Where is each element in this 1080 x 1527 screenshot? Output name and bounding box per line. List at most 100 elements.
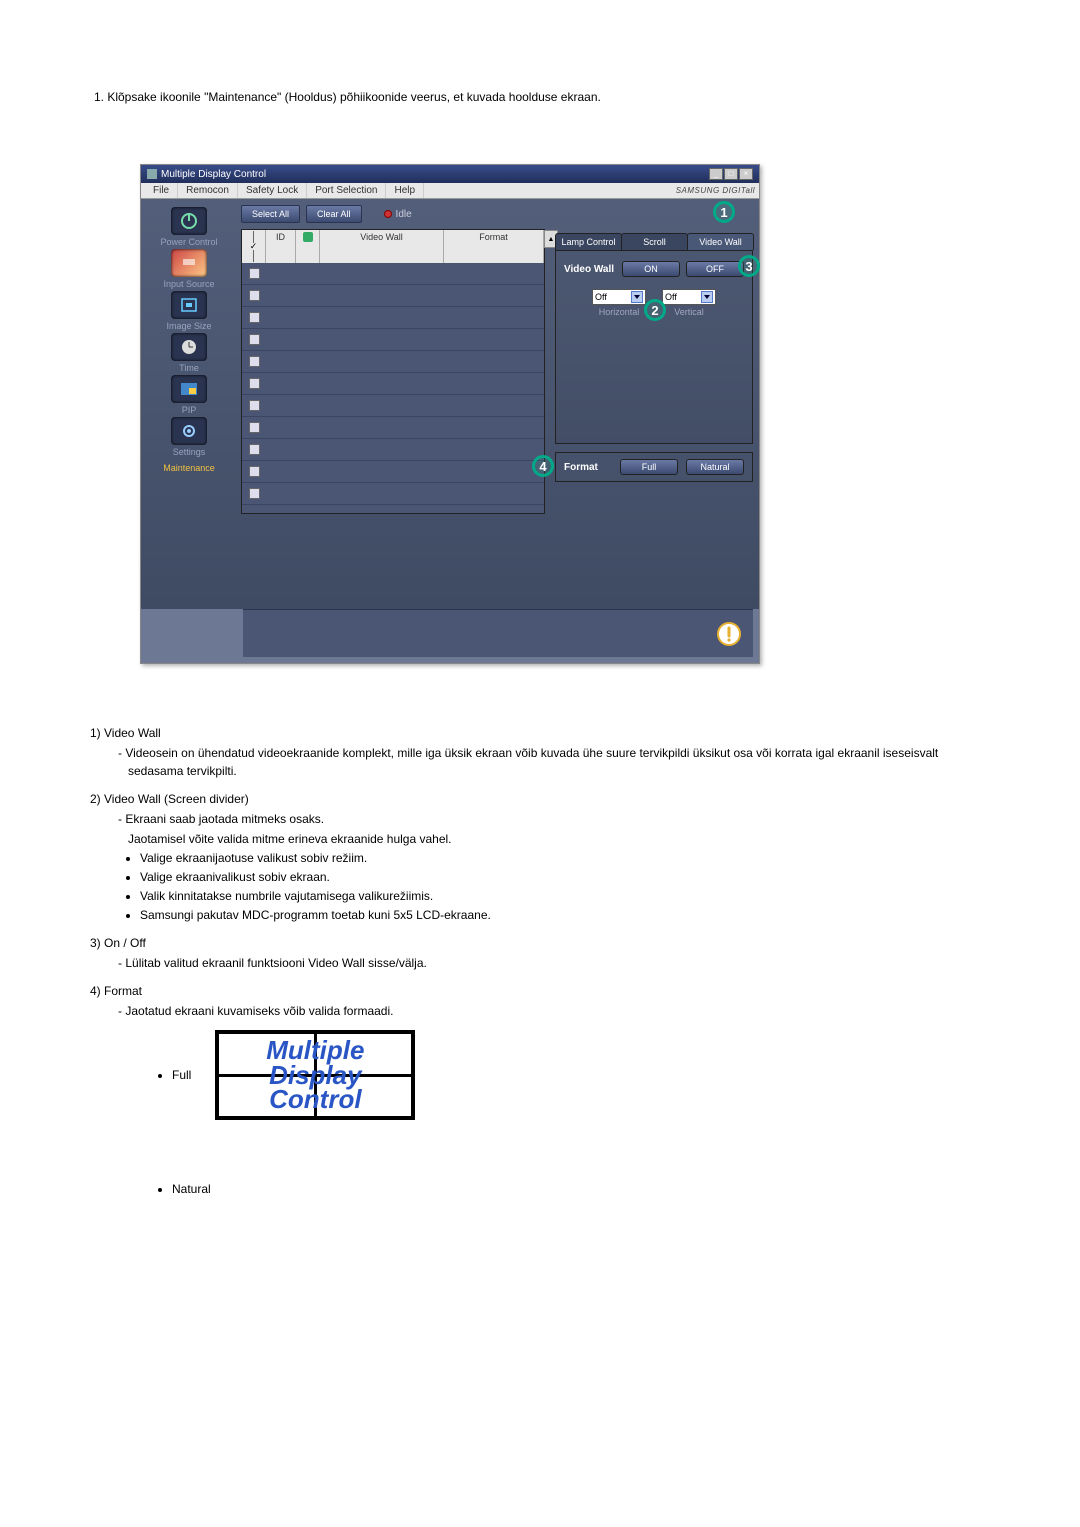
table-row[interactable] [242, 395, 544, 417]
row-checkbox[interactable] [249, 422, 260, 433]
row-checkbox[interactable] [249, 334, 260, 345]
menu-file[interactable]: File [145, 183, 178, 198]
tab-scroll[interactable]: Scroll [621, 233, 688, 250]
item-1-head: 1) Video Wall [90, 724, 990, 742]
item-2-dashb: Jaotamisel võite valida mitme erineva ek… [118, 830, 990, 848]
table-row[interactable] [242, 351, 544, 373]
format-full-label: Full [172, 1066, 191, 1084]
right-panel: 1 Lamp Control Scroll Video Wall Video W… [549, 199, 759, 609]
item-3-dash: Lülitab valitud ekraanil funktsiooni Vid… [118, 954, 990, 972]
window-titlebar: Multiple Display Control _□× [141, 165, 759, 183]
window-title: Multiple Display Control [161, 169, 266, 180]
format-full-button[interactable]: Full [620, 459, 678, 475]
format-label: Format [564, 462, 612, 473]
table-row[interactable] [242, 417, 544, 439]
sidebar-item-label: Maintenance [163, 463, 215, 473]
vertical-dropdown[interactable]: Off [662, 289, 716, 305]
row-checkbox[interactable] [249, 400, 260, 411]
callout-1: 1 [713, 201, 735, 223]
video-wall-on-button[interactable]: ON [622, 261, 680, 277]
item-2-dash: Ekraani saab jaotada mitmeks osaks. [118, 810, 990, 828]
sidebar-item-maintenance[interactable]: Maintenance [145, 459, 233, 473]
window-controls[interactable]: _□× [708, 168, 753, 180]
tabs: Lamp Control Scroll Video Wall [555, 233, 753, 250]
dd-value: Off [665, 292, 677, 302]
input-source-icon [171, 249, 207, 277]
power-icon [171, 207, 207, 235]
chevron-down-icon [701, 291, 713, 303]
sidebar-item-pip[interactable]: PIP [145, 375, 233, 415]
idle-dot-icon [384, 210, 392, 218]
table-row[interactable] [242, 439, 544, 461]
mdc-overlay-text: MultipleDisplayControl [266, 1038, 364, 1112]
statusbar [243, 609, 753, 657]
table-row[interactable] [242, 373, 544, 395]
sidebar: Power Control Input Source Image Size Ti… [141, 199, 237, 609]
item-2-bullet: Valik kinnitatakse numbrile vajutamisega… [140, 887, 990, 905]
callout-2: 2 [644, 299, 666, 321]
table-header: ID Video Wall Format [242, 230, 544, 263]
sidebar-item-image-size[interactable]: Image Size [145, 291, 233, 331]
item-2-bullet: Valige ekraanijaotuse valikust sobiv rež… [140, 849, 990, 867]
sidebar-item-input-source[interactable]: Input Source [145, 249, 233, 289]
row-checkbox[interactable] [249, 268, 260, 279]
pip-icon [171, 375, 207, 403]
sidebar-item-settings[interactable]: Settings [145, 417, 233, 457]
warning-icon [717, 622, 741, 646]
table-row[interactable] [242, 263, 544, 285]
format-natural-button[interactable]: Natural [686, 459, 744, 475]
horizontal-dropdown[interactable]: Off [592, 289, 646, 305]
app-window: Multiple Display Control _□× FileRemocon… [140, 164, 760, 664]
table-row[interactable] [242, 483, 544, 505]
row-checkbox[interactable] [249, 290, 260, 301]
sidebar-item-time[interactable]: Time [145, 333, 233, 373]
tab-video-wall[interactable]: Video Wall [687, 233, 754, 250]
row-checkbox[interactable] [249, 488, 260, 499]
video-wall-panel: Video Wall ON OFF 3 Off Horizontal [555, 250, 753, 444]
image-size-icon [171, 291, 207, 319]
format-full-diagram: MultipleDisplayControl [215, 1030, 415, 1120]
sidebar-item-label: Settings [173, 447, 206, 457]
format-natural-label: Natural [172, 1180, 990, 1198]
table-row[interactable] [242, 307, 544, 329]
menu-port-selection[interactable]: Port Selection [307, 183, 386, 198]
display-table: ID Video Wall Format [241, 229, 545, 514]
app-icon [147, 169, 157, 179]
table-row[interactable] [242, 461, 544, 483]
dd-caption: Horizontal [592, 307, 646, 317]
sidebar-item-label: Time [179, 363, 199, 373]
callout-3: 3 [738, 255, 760, 277]
center-panel: Select All Clear All Idle ID Video Wall … [237, 199, 549, 609]
item-3-head: 3) On / Off [90, 934, 990, 952]
tab-lamp-control[interactable]: Lamp Control [555, 233, 622, 250]
row-checkbox[interactable] [249, 356, 260, 367]
header-checkbox[interactable] [246, 231, 261, 262]
video-wall-off-button[interactable]: OFF [686, 261, 744, 277]
dd-value: Off [595, 292, 607, 302]
sidebar-item-power-control[interactable]: Power Control [145, 207, 233, 247]
maximize-icon[interactable]: □ [724, 168, 738, 180]
idle-label: Idle [396, 209, 412, 220]
row-checkbox[interactable] [249, 312, 260, 323]
menu-help[interactable]: Help [386, 183, 424, 198]
close-icon[interactable]: × [739, 168, 753, 180]
row-checkbox[interactable] [249, 466, 260, 477]
col-id: ID [266, 230, 296, 263]
row-checkbox[interactable] [249, 378, 260, 389]
item-2-bullet: Samsungi pakutav MDC-programm toetab kun… [140, 906, 990, 924]
clear-all-button[interactable]: Clear All [306, 205, 362, 223]
item-4-dash: Jaotatud ekraani kuvamiseks võib valida … [118, 1002, 990, 1020]
sidebar-item-label: Power Control [160, 237, 217, 247]
description-list: 1) Video Wall Videosein on ühendatud vid… [90, 724, 990, 1198]
sidebar-item-label: Input Source [163, 279, 214, 289]
table-row[interactable] [242, 285, 544, 307]
gear-icon [171, 417, 207, 445]
table-row[interactable] [242, 329, 544, 351]
select-all-button[interactable]: Select All [241, 205, 300, 223]
format-panel: 4 Format Full Natural [555, 452, 753, 482]
clock-icon [171, 333, 207, 361]
minimize-icon[interactable]: _ [709, 168, 723, 180]
row-checkbox[interactable] [249, 444, 260, 455]
menu-remocon[interactable]: Remocon [178, 183, 238, 198]
menu-safety-lock[interactable]: Safety Lock [238, 183, 307, 198]
